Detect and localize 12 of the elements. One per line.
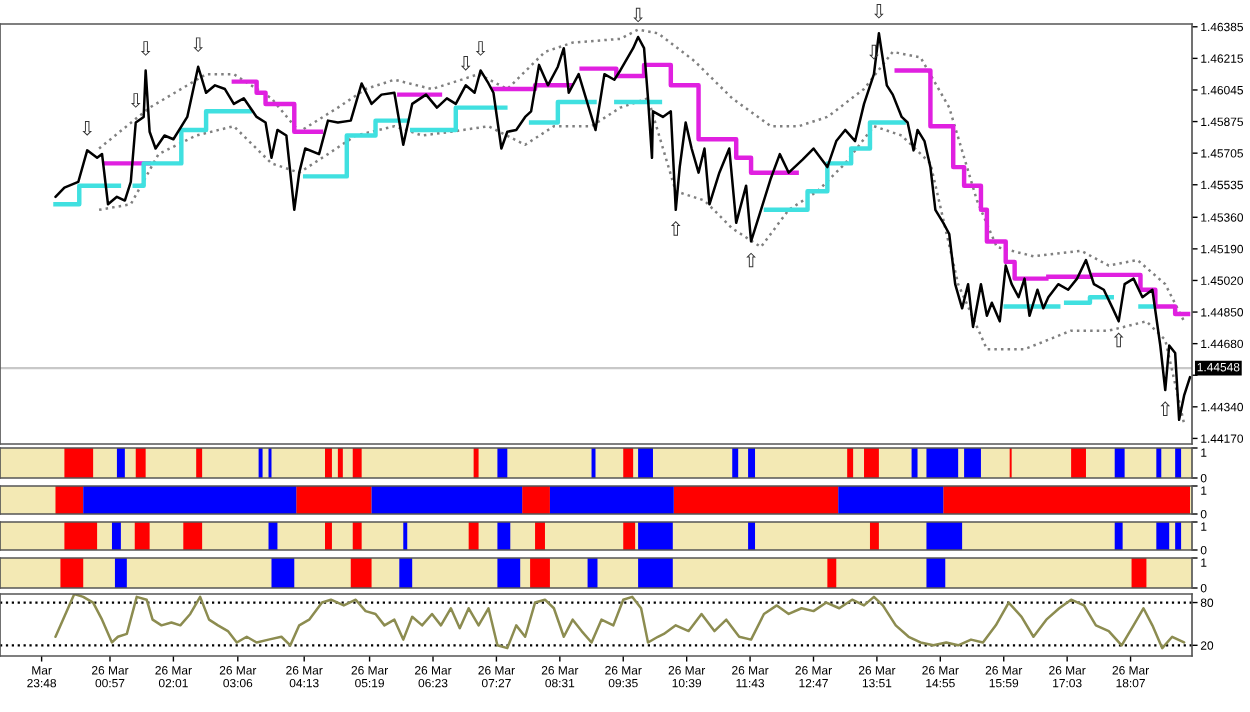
annotation: ⇩ — [82, 121, 93, 136]
annotation: ⇧ — [746, 252, 756, 268]
annotation: ⇩ — [130, 93, 141, 108]
annotation: ⇧ — [1113, 332, 1124, 348]
annotation: ⇩ — [874, 3, 884, 19]
annotation: ⇩ — [475, 41, 486, 56]
annotation: ⇩ — [633, 7, 643, 23]
annotation: ⇧ — [1160, 401, 1171, 416]
annotation: ⇩ — [140, 41, 151, 56]
annotation: ⇩ — [460, 56, 471, 71]
annotation: ⇩ — [193, 37, 203, 53]
annotation: ⇧ — [670, 221, 681, 236]
